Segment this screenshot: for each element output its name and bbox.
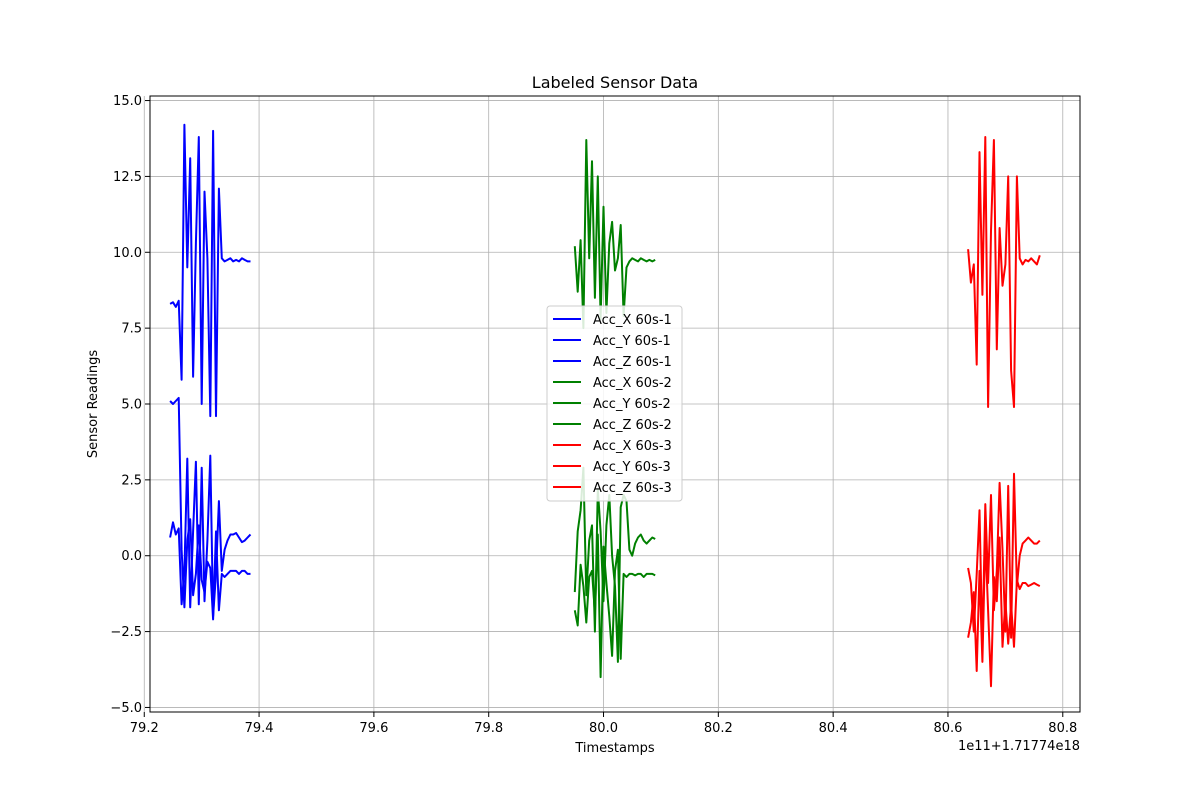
series-line-acc-z-60s-1 xyxy=(169,123,251,418)
x-tick-label: 80.6 xyxy=(933,721,962,736)
x-axis-ticks: 79.2 79.4 79.6 79.8 80.0 80.2 80.4 80.6 80.8 xyxy=(130,712,1077,736)
y-tick-label: 12.5 xyxy=(113,170,142,185)
legend-label: Acc_Y 60s-1 xyxy=(593,334,671,349)
legend-box xyxy=(546,305,683,502)
y-tick-label: 15.0 xyxy=(113,94,142,109)
legend-label: Acc_X 60s-1 xyxy=(593,313,672,328)
legend-label: Acc_Z 60s-1 xyxy=(593,355,672,370)
y-tick-label: 2.5 xyxy=(121,473,142,488)
x-tick-label: 80.0 xyxy=(589,721,618,736)
series-lines xyxy=(169,123,1041,688)
series-line-acc-y-60s-1 xyxy=(169,396,251,621)
series-line-acc-z-60s-3 xyxy=(967,136,1041,408)
y-tick-label: 0.0 xyxy=(121,549,142,564)
legend-label: Acc_X 60s-3 xyxy=(593,439,672,454)
y-tick-label: 10.0 xyxy=(113,246,142,261)
x-tick-label: 79.8 xyxy=(474,721,503,736)
x-tick-label: 79.2 xyxy=(130,721,159,736)
y-tick-label: −5.0 xyxy=(110,701,142,716)
legend-label: Acc_X 60s-2 xyxy=(593,376,672,391)
series-line-acc-z-60s-2 xyxy=(573,139,656,330)
legend-label: Acc_Z 60s-2 xyxy=(593,418,672,433)
x-tick-label: 80.8 xyxy=(1048,721,1077,736)
y-tick-label: −2.5 xyxy=(110,625,142,640)
x-offset-text: 1e11+1.71774e18 xyxy=(958,739,1080,754)
series-line-acc-y-60s-2 xyxy=(573,533,656,679)
y-axis-ticks: −5.0 −2.5 0.0 2.5 5.0 7.5 10.0 12.5 15.0 xyxy=(110,94,150,716)
y-tick-label: 7.5 xyxy=(121,322,142,337)
legend: Acc_X 60s-1 Acc_Y 60s-1 Acc_Z 60s-1 Acc_X 6… xyxy=(546,305,683,502)
legend-label: Acc_Y 60s-2 xyxy=(593,397,671,412)
legend-label: Acc_Z 60s-3 xyxy=(593,481,672,496)
x-axis-label: Timestamps xyxy=(574,741,655,756)
y-axis-label: Sensor Readings xyxy=(86,350,101,458)
series-line-acc-y-60s-3 xyxy=(967,536,1041,688)
series-line-acc-x-60s-3 xyxy=(967,472,1041,648)
x-tick-label: 80.2 xyxy=(704,721,733,736)
x-tick-label: 79.4 xyxy=(245,721,274,736)
chart-title: Labeled Sensor Data xyxy=(532,73,698,92)
x-tick-label: 79.6 xyxy=(359,721,388,736)
x-tick-label: 80.4 xyxy=(819,721,848,736)
legend-label: Acc_Y 60s-3 xyxy=(593,460,671,475)
y-tick-label: 5.0 xyxy=(121,398,142,413)
